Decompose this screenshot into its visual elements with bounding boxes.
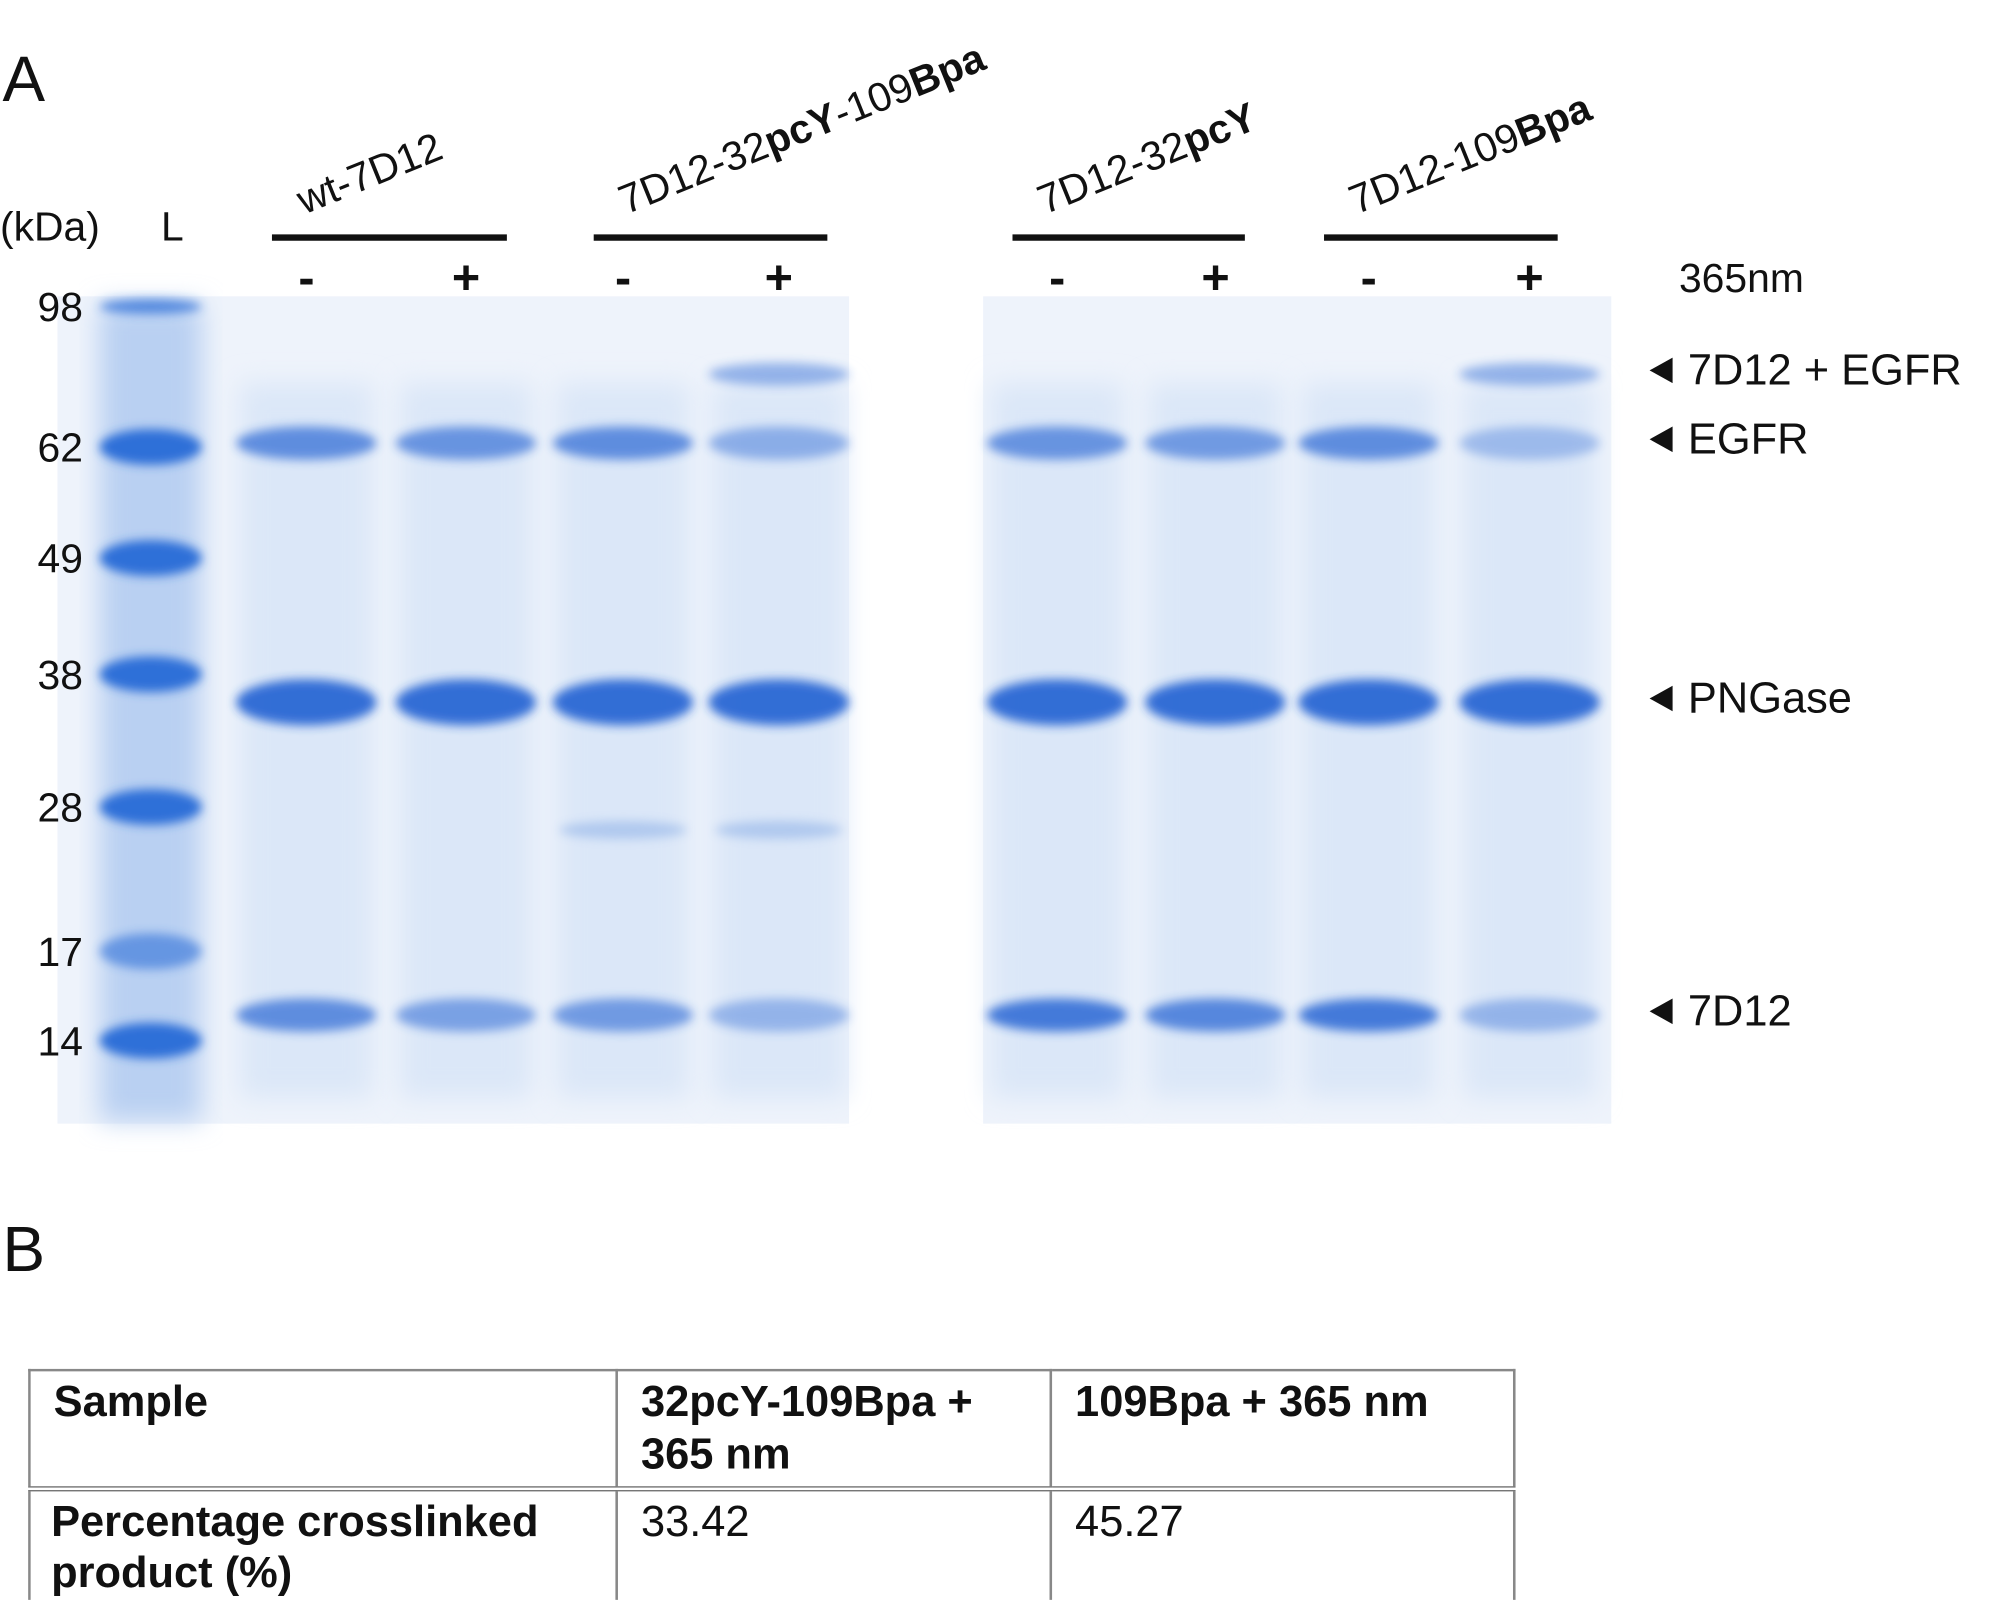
arrow-marker <box>1649 357 1673 384</box>
protein-band <box>1145 998 1286 1032</box>
table-cell: 33.42 <box>615 1487 1053 1600</box>
protein-band <box>552 998 694 1032</box>
lane-smear <box>240 383 373 1099</box>
table-header-row: Sample 32pcY-109Bpa + 365 nm 109Bpa + 365 … <box>28 1368 1516 1491</box>
ladder-value: 62 <box>38 425 83 471</box>
table-header-cell: 32pcY-109Bpa + 365 nm <box>615 1368 1053 1491</box>
ladder-band <box>99 429 202 465</box>
ladder-band <box>99 540 202 576</box>
ladder-value: 38 <box>38 652 83 698</box>
lane-header: 7D12-32pcY-109Bpa <box>612 34 992 223</box>
ladder-band <box>99 933 202 970</box>
protein-band <box>395 426 537 460</box>
uv-sign: + <box>1201 251 1229 305</box>
protein-band <box>552 426 694 460</box>
ladder-band <box>99 656 202 693</box>
protein-band <box>986 426 1128 460</box>
protein-band <box>236 998 377 1032</box>
protein-band <box>1459 998 1600 1032</box>
protein-band <box>986 998 1128 1032</box>
uv-sign: + <box>452 251 480 305</box>
table-body: Sample 32pcY-109Bpa + 365 nm 109Bpa + 365 … <box>28 1368 1516 1600</box>
faint-band <box>559 821 687 839</box>
lane-smear <box>990 383 1124 1099</box>
protein-band <box>708 426 850 460</box>
table-header-cell: 109Bpa + 365 nm <box>1049 1368 1516 1491</box>
protein-band <box>236 679 377 726</box>
protein-band <box>708 362 850 386</box>
lane-header-part: wt-7D12 <box>289 123 448 223</box>
table-cell: 45.27 <box>1049 1487 1516 1600</box>
faint-band <box>715 821 843 839</box>
protein-band <box>1145 426 1286 460</box>
lane-smear <box>1302 383 1436 1099</box>
band-label: 7D12 <box>1688 987 1792 1035</box>
lane-header-part: 7D12-32 <box>1031 121 1194 222</box>
arrow-marker <box>1649 685 1673 712</box>
unit-label: (kDa) <box>0 204 100 250</box>
panel-label: A <box>3 43 46 115</box>
lane-smear <box>1149 383 1282 1099</box>
ladder-value: 14 <box>38 1018 83 1064</box>
ladder-band <box>99 1022 202 1059</box>
protein-band <box>395 679 537 726</box>
protein-band <box>1145 679 1286 726</box>
ladder-value: 98 <box>38 284 83 330</box>
lane-header-part: Bpa <box>1509 84 1598 156</box>
table-cell: Percentage crosslinked product (%) <box>28 1487 618 1600</box>
uv-sign: + <box>1515 251 1543 305</box>
lane-smear <box>399 383 533 1099</box>
lane-header-part: pcY <box>1176 93 1263 164</box>
arrow-marker <box>1649 998 1673 1025</box>
table-header-cell: Sample <box>28 1368 618 1491</box>
lane-header-part: 7D12-32 <box>612 121 775 222</box>
uv-sign: + <box>765 251 793 305</box>
protein-band <box>1298 679 1439 726</box>
ladder-value: 17 <box>38 929 83 975</box>
ladder-band <box>99 789 202 825</box>
ladder-value: 28 <box>38 785 83 831</box>
table-row: Percentage crosslinked product (%) 33.42 4… <box>28 1487 1516 1600</box>
protein-band <box>708 998 850 1032</box>
table-wrap: Sample 32pcY-109Bpa + 365 nm 109Bpa + 365 … <box>28 1368 1522 1600</box>
gel <box>57 296 1612 1124</box>
band-label: PNGase <box>1688 675 1852 723</box>
uv-sign: - <box>1361 251 1377 305</box>
lane-header-part: Bpa <box>903 34 992 106</box>
ladder-smear <box>99 303 202 1122</box>
ladder-value: 49 <box>38 536 83 582</box>
lane-header-part: 7D12-109 <box>1342 113 1526 223</box>
lane-smear <box>712 383 846 1099</box>
protein-band <box>708 679 850 726</box>
band-label: EGFR <box>1688 415 1809 463</box>
protein-band <box>1459 426 1600 460</box>
protein-band <box>236 426 377 460</box>
ladder-label: L <box>161 204 184 250</box>
lane-header: 7D12-109Bpa <box>1342 84 1597 223</box>
lane-header: wt-7D12 <box>289 123 448 223</box>
lane-smear <box>1463 383 1596 1099</box>
protein-band <box>1298 998 1439 1032</box>
band-label: 7D12 + EGFR <box>1688 346 1962 394</box>
lane-header: 7D12-32pcY <box>1031 93 1263 222</box>
protein-band <box>552 679 694 726</box>
protein-band <box>1459 679 1600 726</box>
uv-sign: - <box>1049 251 1065 305</box>
ladder-band <box>99 298 202 315</box>
arrow-marker <box>1649 426 1673 453</box>
protein-band <box>395 998 537 1032</box>
protein-band <box>1298 426 1439 460</box>
wavelength-label: 365nm <box>1679 255 1804 301</box>
table: Sample 32pcY-109Bpa + 365 nm 109Bpa + 365 … <box>28 1368 1516 1600</box>
uv-sign: - <box>615 251 631 305</box>
protein-band <box>1459 362 1600 386</box>
lane-smear <box>556 383 690 1099</box>
panel-label: B <box>3 1213 46 1285</box>
uv-sign: - <box>298 251 314 305</box>
protein-band <box>986 679 1128 726</box>
